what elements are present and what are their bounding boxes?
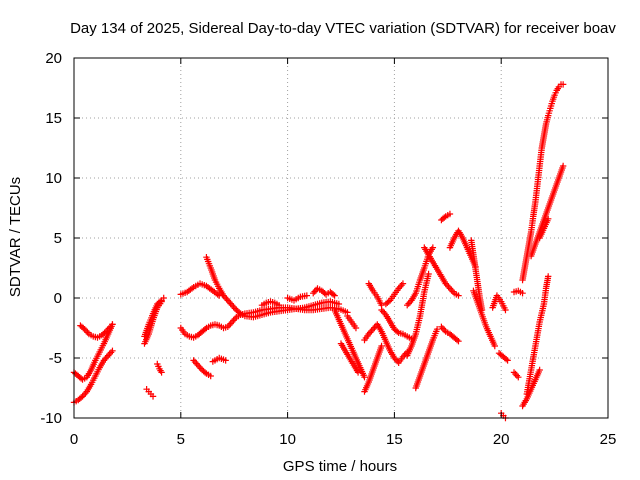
- data-point-track-3: [101, 329, 108, 336]
- x-tick-label: 0: [70, 431, 78, 448]
- data-point-track-15: [331, 292, 338, 299]
- data-point-track-26: [433, 326, 441, 333]
- x-tick-label: 15: [386, 431, 403, 448]
- data-point-track-23: [399, 280, 407, 287]
- data-point-track-25: [429, 244, 437, 251]
- data-point-track-10: [226, 298, 233, 306]
- data-point-track-27: [446, 285, 454, 292]
- data-point-track-10: [228, 302, 236, 309]
- data-point-track-1: [103, 354, 110, 361]
- data-point-track-8: [201, 326, 209, 333]
- x-tick-label: 10: [279, 431, 296, 448]
- data-point-track-34: [504, 357, 511, 364]
- data-point-track-10: [227, 300, 234, 307]
- data-point-track-36: [519, 290, 526, 297]
- y-tick-label: 20: [45, 50, 62, 67]
- data-point-track-1: [109, 347, 116, 354]
- y-tick-label: 15: [45, 110, 62, 127]
- data-point-track-38: [559, 81, 567, 88]
- chart-title: Day 134 of 2025, Sidereal Day-to-day VTE…: [70, 20, 616, 37]
- data-point-track-12: [222, 357, 229, 364]
- y-tick-label: 10: [45, 170, 62, 187]
- data-point-track-24: [425, 270, 432, 278]
- x-axis-label: GPS time / hours: [283, 458, 397, 475]
- data-point-track-16: [361, 374, 368, 381]
- data-point-track-8: [227, 320, 234, 327]
- data-point-track-11: [190, 357, 197, 364]
- data-point-track-39: [559, 162, 567, 170]
- y-tick-labels: -10 -5 0 5 10 15 20: [40, 50, 608, 427]
- data-point-track-37: [510, 369, 518, 376]
- data-point-track-13: [275, 302, 283, 309]
- y-tick-label: 0: [54, 290, 62, 307]
- y-tick-label: 5: [54, 230, 62, 247]
- data-point-track-22: [378, 306, 385, 314]
- data-point-track-17: [354, 369, 362, 376]
- data-point-track-23: [385, 298, 392, 305]
- y-tick-label: -5: [49, 350, 62, 367]
- data-point-track-40: [544, 273, 552, 280]
- data-point-track-3: [109, 321, 116, 328]
- data-point-track-1: [107, 349, 115, 356]
- x-tick-label: 5: [177, 431, 185, 448]
- data-point-track-19: [378, 342, 385, 350]
- data-point-track-22: [379, 308, 387, 315]
- data-point-track-31: [491, 342, 498, 350]
- y-tick-label: -10: [40, 410, 62, 427]
- data-point-track-8: [230, 317, 237, 324]
- data-point-track-32: [439, 325, 447, 332]
- data-point-track-41: [536, 366, 543, 374]
- data-point-track-22: [394, 328, 401, 335]
- data-point-track-11: [201, 369, 209, 376]
- data-point-track-15: [329, 291, 337, 298]
- data-point-track-23: [396, 283, 404, 290]
- data-point-track-7: [158, 369, 165, 376]
- data-point-track-11: [193, 360, 200, 367]
- data-point-track-18: [352, 324, 360, 332]
- data-point-track-10: [223, 295, 230, 302]
- data-point-track-10: [230, 303, 237, 310]
- data-point-track-23: [398, 282, 405, 289]
- data-point-track-15: [310, 290, 317, 297]
- data-point-track-28: [446, 210, 454, 218]
- data-point-track-5: [160, 294, 167, 302]
- data-point-track-1: [106, 350, 113, 358]
- x-tick-label: 25: [600, 431, 617, 448]
- data-point-track-10: [235, 309, 243, 316]
- data-point-track-20: [366, 329, 374, 336]
- data-point-track-5: [156, 298, 164, 305]
- x-tick-labels: 0 5 10 15 20 25: [70, 58, 617, 448]
- data-point-track-25: [404, 302, 411, 309]
- data-point-track-25: [405, 300, 412, 307]
- data-point-track-27: [448, 286, 455, 294]
- data-point-track-32: [453, 336, 461, 344]
- data-point-track-42: [544, 215, 552, 222]
- data-point-track-11: [194, 362, 202, 369]
- data-point-track-34: [502, 356, 510, 363]
- y-axis-label: SDTVAR / TECUs: [7, 177, 24, 297]
- grid: [74, 58, 608, 418]
- data-point-track-33: [502, 306, 509, 314]
- data-point-track-11: [207, 372, 214, 380]
- data-point-track-37: [513, 372, 521, 379]
- data-point-track-37: [512, 370, 519, 378]
- data-point-track-28: [441, 214, 448, 221]
- data-point-track-8: [228, 318, 236, 326]
- data-point-track-27: [445, 283, 452, 290]
- data-point-track-6: [149, 393, 157, 400]
- data-point-track-3: [80, 324, 87, 332]
- data-point-track-11: [196, 363, 203, 370]
- data-point-track-37: [515, 374, 522, 381]
- data-point-track-20: [368, 327, 375, 334]
- data-point-track-14: [303, 292, 311, 299]
- data-point-track-11: [191, 358, 199, 366]
- data-marks: [70, 81, 567, 422]
- x-tick-label: 20: [493, 431, 510, 448]
- data-point-track-10: [335, 300, 343, 308]
- data-point-track-27: [455, 292, 462, 299]
- data-point-track-1: [77, 394, 85, 401]
- data-point-track-20: [369, 326, 377, 333]
- data-point-track-32: [455, 338, 462, 345]
